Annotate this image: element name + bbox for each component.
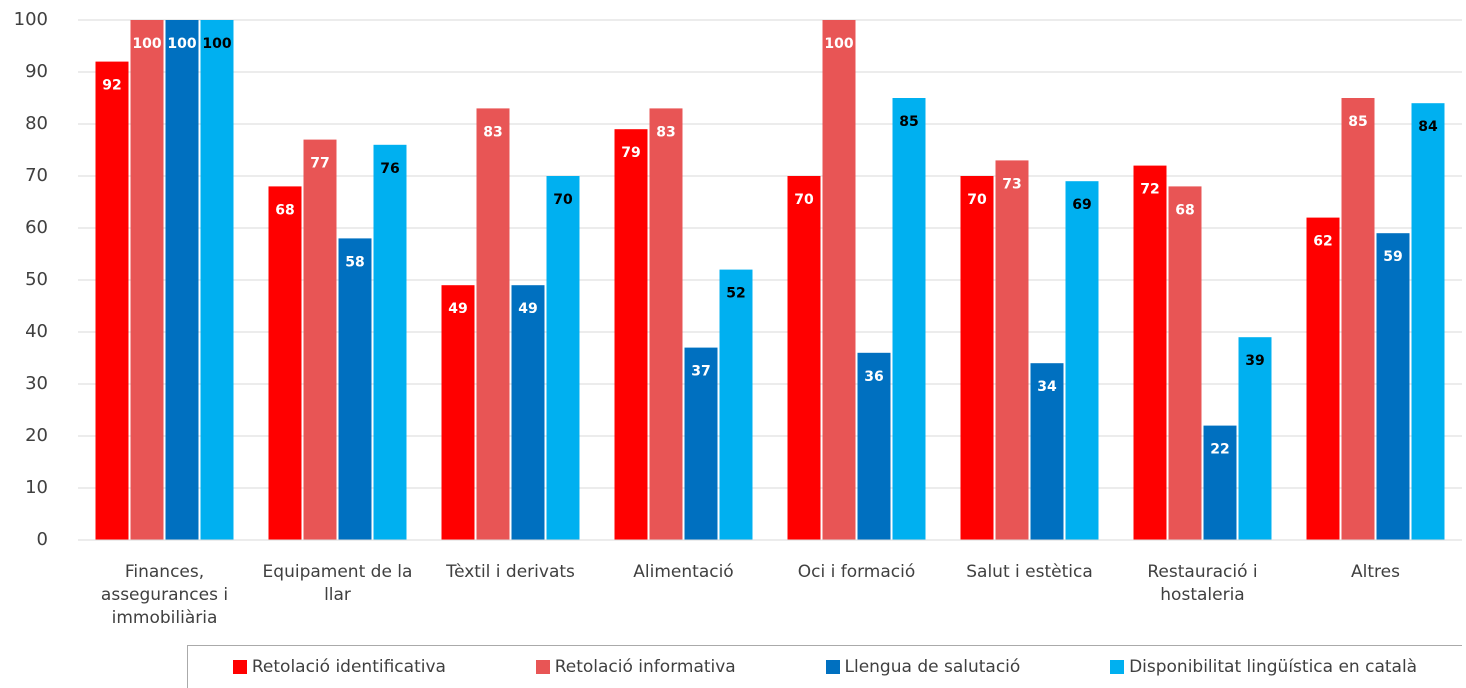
bar [165,20,199,540]
y-tick-label: 80 [25,113,48,134]
y-tick-label: 30 [25,373,48,394]
data-label: 59 [1383,249,1402,265]
legend-label: Retolació identificativa [251,657,446,677]
legend-item: Retolació informativa [535,657,736,677]
y-tick-label: 60 [25,217,48,238]
bar [1133,165,1167,540]
data-label: 100 [202,36,231,52]
bar [960,176,994,540]
data-label: 76 [380,161,399,177]
bar [268,186,302,540]
bar [649,108,683,541]
bar [373,144,407,541]
legend-swatch [825,660,840,674]
data-label: 79 [621,145,640,161]
data-label: 100 [132,36,161,52]
legend-swatch [535,660,550,674]
bar [1238,337,1272,540]
data-label: 72 [1140,182,1159,198]
data-label: 70 [967,192,987,208]
data-label: 36 [864,369,883,385]
data-label: 34 [1037,379,1057,395]
legend-label: Disponibilitat lingüística en català [1129,657,1418,677]
data-label: 68 [1175,202,1194,218]
data-label: 84 [1418,119,1438,135]
bar [1376,233,1410,540]
data-label: 68 [275,202,294,218]
data-label: 83 [483,124,502,140]
bar [200,20,234,540]
data-label: 69 [1072,197,1091,213]
bar [303,139,337,540]
bar [857,352,891,540]
data-label: 62 [1313,234,1332,250]
data-label: 22 [1210,442,1229,458]
y-tick-label: 20 [25,425,48,446]
legend-label: Retolació informativa [554,657,736,677]
y-tick-label: 10 [25,477,48,498]
data-label: 52 [726,286,745,302]
x-tick-label: Altres [1351,562,1400,582]
x-tick-label: Tèxtil i derivats [446,562,575,582]
data-label: 39 [1245,353,1264,369]
data-label: 49 [518,301,537,317]
legend-item: Disponibilitat lingüística en català [1110,657,1417,677]
data-label: 58 [345,254,364,270]
data-label: 92 [102,78,121,94]
data-label: 100 [167,36,196,52]
bar [476,108,510,541]
legend-swatch [1110,660,1125,674]
data-label: 83 [656,124,675,140]
y-tick-label: 50 [25,269,48,290]
y-tick-label: 100 [14,9,48,30]
y-tick-label: 0 [37,529,48,550]
bar [1030,363,1064,540]
data-label: 85 [899,114,918,130]
bar [95,61,129,540]
bar [787,176,821,540]
bar [684,347,718,540]
y-tick-label: 40 [25,321,48,342]
x-tick-label: Alimentació [633,562,734,582]
bar [719,269,753,540]
x-tick-label: Equipament de la llar [262,562,413,605]
legend-label: Llengua de salutació [844,657,1021,677]
bar [1341,98,1375,540]
x-tick-label: Restauració i hostaleria [1147,562,1258,605]
bar [1306,217,1340,540]
data-label: 100 [824,36,853,52]
bar [511,285,545,540]
bar [892,98,926,540]
bar [995,160,1029,540]
bar [614,129,648,540]
x-tick-label: Finances, assegurances i immobiliària [100,562,229,628]
legend-swatch [232,660,247,674]
bar [338,238,372,540]
bar [1065,181,1099,540]
legend: Retolació identificativa Retolació inform… [187,645,1462,688]
data-label: 49 [448,301,467,317]
y-tick-label: 90 [25,61,48,82]
bar [546,176,580,540]
bar [822,20,856,540]
data-label: 77 [310,156,329,172]
bar [1411,103,1445,540]
bar [1168,186,1202,540]
data-label: 70 [794,192,814,208]
bar [130,20,164,540]
y-tick-label: 70 [25,165,48,186]
data-label: 73 [1002,176,1021,192]
x-tick-label: Oci i formació [797,562,916,582]
bar [441,285,475,540]
legend-item: Retolació identificativa [232,657,446,677]
legend-item: Llengua de salutació [825,657,1021,677]
data-label: 37 [691,364,710,380]
bar [1203,425,1237,540]
x-tick-label: Salut i estètica [966,562,1093,582]
data-label: 70 [553,192,573,208]
data-label: 85 [1348,114,1367,130]
